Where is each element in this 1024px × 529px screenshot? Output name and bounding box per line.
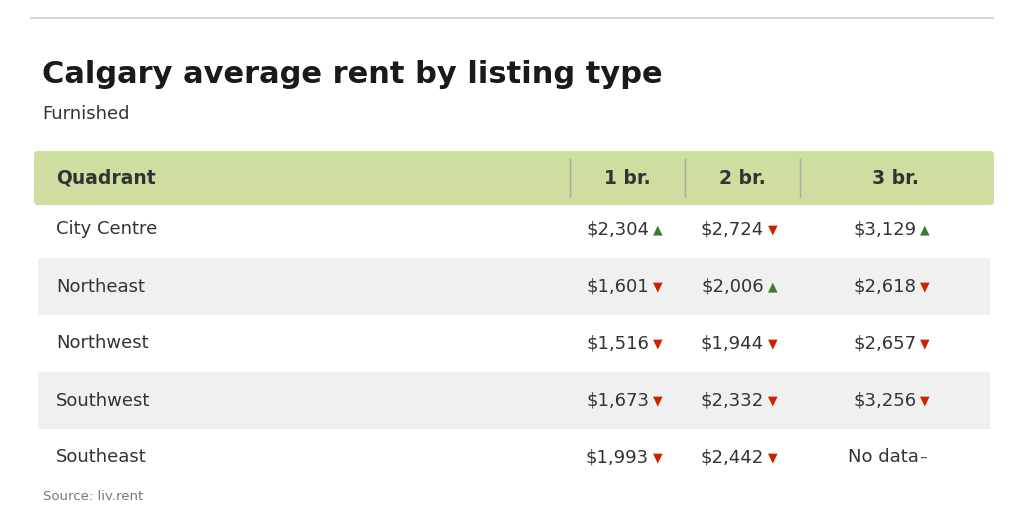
Text: –: –: [920, 450, 927, 465]
Text: Southwest: Southwest: [56, 391, 151, 409]
Text: 2 br.: 2 br.: [719, 169, 766, 187]
Text: ▼: ▼: [768, 451, 777, 464]
Text: $1,601: $1,601: [586, 278, 649, 296]
Text: 3 br.: 3 br.: [871, 169, 919, 187]
Text: ▼: ▼: [768, 337, 777, 350]
Text: ▲: ▲: [768, 280, 777, 293]
Text: Northeast: Northeast: [56, 278, 145, 296]
Text: Quadrant: Quadrant: [56, 169, 156, 187]
Text: $2,332: $2,332: [700, 391, 764, 409]
Text: ▼: ▼: [652, 280, 663, 293]
Text: ▼: ▼: [652, 337, 663, 350]
Text: ▼: ▼: [652, 451, 663, 464]
Text: ▼: ▼: [768, 394, 777, 407]
Text: ▲: ▲: [652, 223, 663, 236]
Text: ▼: ▼: [768, 223, 777, 236]
Bar: [38, 201, 990, 258]
Text: Furnished: Furnished: [42, 105, 129, 123]
Text: ▼: ▼: [921, 394, 930, 407]
Text: Source: liv.rent: Source: liv.rent: [43, 490, 143, 503]
Text: $3,129: $3,129: [853, 221, 916, 239]
Bar: [38, 315, 990, 372]
Text: No data: No data: [848, 449, 919, 467]
Text: 1 br.: 1 br.: [604, 169, 651, 187]
Text: Calgary average rent by listing type: Calgary average rent by listing type: [42, 60, 663, 89]
Text: ▼: ▼: [921, 280, 930, 293]
Text: $1,516: $1,516: [586, 334, 649, 352]
Text: City Centre: City Centre: [56, 221, 158, 239]
Text: $2,618: $2,618: [854, 278, 916, 296]
Text: $2,006: $2,006: [701, 278, 764, 296]
Text: $3,256: $3,256: [853, 391, 916, 409]
Text: $1,673: $1,673: [586, 391, 649, 409]
Text: $1,944: $1,944: [701, 334, 764, 352]
Text: $2,442: $2,442: [700, 449, 764, 467]
Text: Northwest: Northwest: [56, 334, 148, 352]
Bar: [38, 258, 990, 315]
Text: $2,724: $2,724: [700, 221, 764, 239]
Text: $2,304: $2,304: [586, 221, 649, 239]
Text: Southeast: Southeast: [56, 449, 146, 467]
Text: $1,993: $1,993: [586, 449, 649, 467]
Text: $2,657: $2,657: [853, 334, 916, 352]
Bar: [38, 429, 990, 486]
Bar: [38, 372, 990, 429]
Text: ▼: ▼: [921, 337, 930, 350]
FancyBboxPatch shape: [34, 151, 994, 205]
Text: ▼: ▼: [652, 394, 663, 407]
Text: ▲: ▲: [921, 223, 930, 236]
